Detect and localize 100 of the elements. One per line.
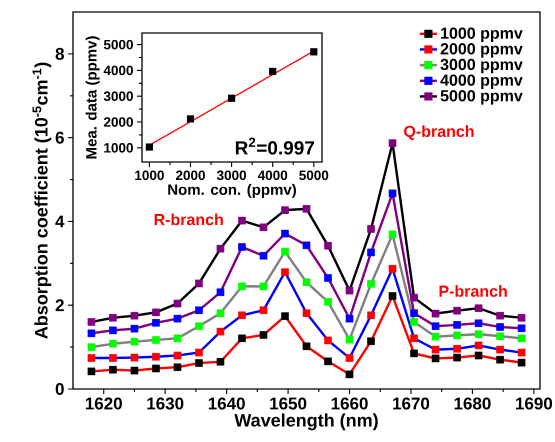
y-tick-label: 1000 — [104, 143, 133, 153]
point — [88, 354, 96, 362]
point — [302, 205, 310, 213]
point — [238, 243, 246, 251]
point — [453, 321, 461, 329]
legend-label: 3000 ppmv — [440, 58, 523, 74]
x-tick-label: 4000 — [258, 170, 288, 180]
point — [269, 68, 276, 76]
point — [496, 346, 504, 354]
point — [324, 358, 332, 366]
point — [388, 139, 396, 147]
point — [518, 348, 526, 356]
point — [174, 334, 182, 342]
legend-label: 5000 ppmv — [440, 90, 523, 105]
point — [88, 368, 96, 376]
point — [346, 354, 354, 362]
point — [281, 206, 289, 214]
point — [281, 248, 289, 256]
point — [109, 326, 117, 334]
point — [216, 358, 224, 366]
point — [474, 330, 482, 338]
point — [388, 230, 396, 238]
point — [109, 366, 117, 374]
point — [130, 338, 138, 346]
point — [238, 334, 246, 342]
point — [346, 336, 354, 344]
point — [152, 364, 160, 372]
annotation: Q-branch — [404, 125, 474, 140]
y-tick-label: 0 — [56, 382, 64, 396]
point — [88, 329, 96, 338]
point — [216, 309, 224, 317]
point — [302, 309, 310, 317]
point — [302, 278, 310, 286]
x-axis-title: Nom. con. (ppmv) — [168, 184, 296, 198]
point — [496, 323, 504, 331]
x-tick-label: 1640 — [208, 398, 245, 410]
x-tick-label: 1670 — [393, 398, 430, 410]
point — [432, 346, 440, 354]
point — [346, 314, 354, 322]
point — [496, 332, 504, 340]
annotation: R-branch — [154, 213, 223, 226]
point — [260, 306, 268, 314]
annotation: P-branch — [440, 285, 507, 297]
point — [324, 274, 332, 282]
point — [346, 286, 354, 294]
point — [260, 252, 268, 260]
point — [238, 282, 246, 290]
point — [216, 244, 224, 252]
point — [432, 310, 440, 318]
point — [453, 332, 461, 340]
y-tick-label: 5000 — [104, 40, 133, 50]
point — [474, 304, 482, 312]
point — [216, 328, 224, 336]
point — [281, 312, 289, 320]
point — [130, 312, 138, 320]
point — [518, 324, 526, 332]
point — [310, 48, 318, 56]
point — [518, 358, 526, 366]
point — [453, 354, 461, 362]
y-tick-label: 3000 — [104, 91, 133, 101]
y-tick-label: 2 — [56, 299, 64, 312]
y-axis-title: Mea. data (ppmv) — [86, 36, 100, 158]
point — [260, 282, 268, 290]
x-tick-label: 2000 — [176, 170, 205, 180]
x-tick-label: 1630 — [147, 398, 184, 410]
point — [474, 352, 482, 360]
point — [228, 94, 236, 102]
x-tick-label: 1620 — [86, 398, 122, 410]
point — [195, 306, 203, 314]
point — [174, 363, 182, 372]
point — [432, 332, 440, 340]
y-axis-title: Absorption coefficient (10$^{-5}$cm$^{-1}$) — [32, 62, 52, 339]
point — [367, 248, 375, 256]
point — [410, 318, 418, 326]
point — [281, 230, 289, 238]
point — [324, 336, 332, 344]
point — [453, 306, 461, 314]
point — [195, 280, 203, 288]
point — [195, 359, 203, 367]
point — [174, 352, 182, 360]
annotation: R$^{2}$=0.997 — [236, 138, 314, 155]
point — [388, 190, 396, 198]
point — [174, 300, 182, 308]
point — [195, 322, 203, 330]
point — [302, 342, 310, 350]
y-tick-label: 8 — [56, 48, 64, 60]
point — [186, 115, 194, 123]
point — [238, 311, 246, 320]
x-tick-label: 1000 — [135, 170, 164, 180]
point — [130, 354, 138, 362]
point — [260, 331, 268, 339]
point — [432, 322, 440, 330]
point — [88, 318, 96, 326]
legend-label: 1000 ppmv — [441, 27, 523, 42]
point — [496, 312, 504, 320]
x-tick-label: 1680 — [454, 398, 491, 410]
point — [152, 319, 160, 327]
point — [152, 308, 160, 316]
point — [302, 242, 310, 250]
y-tick-label: 4 — [55, 216, 64, 228]
